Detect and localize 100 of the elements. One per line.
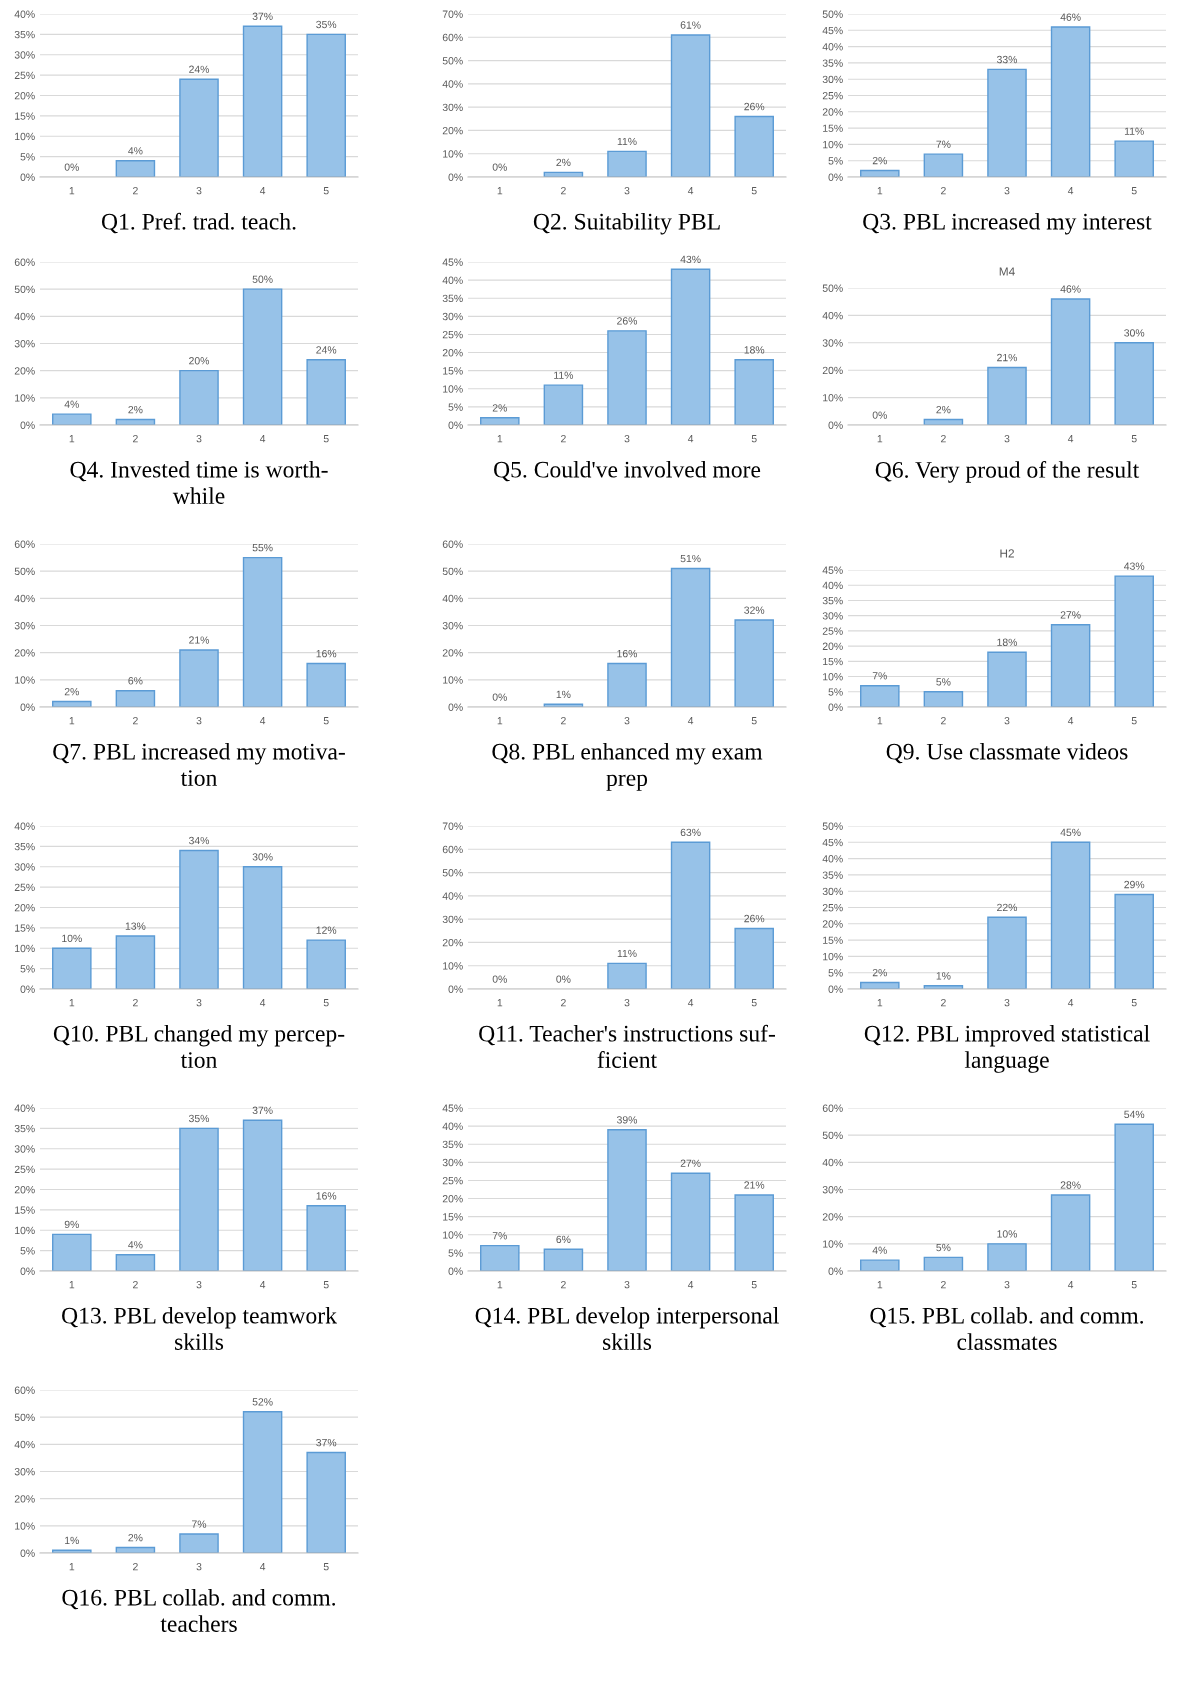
x-tick-label: 5: [751, 435, 757, 443]
y-tick-label: 25%: [14, 71, 35, 79]
bar: [670, 268, 711, 425]
bar: [179, 369, 219, 425]
data-label: 1%: [556, 690, 571, 699]
data-label: 63%: [680, 828, 701, 837]
y-tick-label: 20%: [822, 642, 843, 650]
y-tick-label: 0%: [828, 173, 843, 181]
x-tick-label: 2: [941, 999, 946, 1007]
y-tick-label: 10%: [823, 952, 843, 961]
y-tick-label: 15%: [15, 112, 35, 120]
data-label: 33%: [996, 55, 1018, 64]
y-tick-label: 50%: [442, 869, 463, 877]
x-tick-label: 1: [497, 435, 503, 443]
data-label: 13%: [125, 922, 146, 930]
data-label: 21%: [744, 1181, 765, 1189]
y-tick-label: 35%: [442, 1140, 463, 1149]
bar: [923, 691, 964, 707]
y-tick-label: 0%: [448, 985, 463, 993]
data-label: 37%: [252, 12, 273, 20]
bar: [860, 684, 900, 707]
y-tick-label: 10%: [443, 385, 463, 393]
data-label: 55%: [252, 544, 273, 552]
bar: [923, 1256, 964, 1271]
y-tick-label: 0%: [448, 703, 463, 711]
x-tick-label: 4: [1067, 187, 1074, 195]
y-tick-label: 0%: [20, 173, 35, 181]
bar: [115, 935, 156, 989]
data-label: 2%: [872, 156, 887, 165]
y-tick-label: 30%: [14, 1145, 35, 1153]
bar: [179, 649, 219, 707]
text: Q7. PBL increased my motiva- tion: [53, 743, 345, 787]
text: Q10. PBL changed my percep- tion: [53, 1025, 345, 1069]
y-tick-label: 10%: [15, 132, 35, 141]
bar: [1050, 841, 1091, 989]
data-label: 61%: [680, 21, 701, 29]
data-label: 34%: [188, 836, 210, 845]
y-tick-label: 30%: [14, 51, 35, 59]
y-tick-label: 20%: [14, 904, 35, 912]
y-tick-label: 0%: [448, 1267, 463, 1275]
data-label: 46%: [1060, 13, 1081, 21]
bar: [306, 662, 346, 707]
chart-title: H2: [1000, 549, 1014, 558]
y-tick-label: 45%: [442, 1104, 463, 1112]
y-tick-label: 40%: [442, 276, 463, 284]
y-tick-label: 15%: [15, 924, 35, 932]
x-tick-label: 4: [259, 1281, 266, 1289]
x-tick-label: 5: [1131, 999, 1137, 1007]
data-label: 29%: [1124, 880, 1145, 889]
x-tick-label: 5: [1131, 1281, 1137, 1289]
data-label: 20%: [189, 357, 210, 365]
y-tick-label: 20%: [14, 367, 35, 375]
x-tick-label: 4: [259, 435, 266, 443]
bar: [607, 1129, 647, 1271]
y-tick-label: 20%: [14, 649, 35, 657]
y-tick-label: 20%: [442, 126, 463, 135]
y-tick-label: 60%: [14, 1386, 35, 1394]
bar: [242, 1119, 283, 1271]
x-tick-label: 1: [69, 187, 75, 195]
y-tick-label: 10%: [443, 1231, 463, 1239]
x-tick-label: 2: [133, 1281, 138, 1289]
text: Q8. PBL enhanced my exam prep: [492, 743, 763, 791]
data-label: 6%: [556, 1235, 571, 1244]
data-label: 10%: [997, 1230, 1018, 1238]
bar: [987, 916, 1027, 989]
data-label: 4%: [128, 1241, 143, 1249]
y-tick-label: 40%: [822, 581, 843, 590]
bar: [115, 160, 156, 177]
bar: [52, 947, 92, 989]
y-tick-label: 10%: [15, 676, 35, 684]
text: Q2. Suitability PBL: [533, 213, 720, 235]
y-tick-label: 15%: [823, 657, 843, 666]
y-tick-label: 70%: [442, 822, 463, 830]
bar: [607, 330, 647, 425]
x-tick-label: 4: [687, 187, 694, 195]
y-tick-label: 10%: [15, 1522, 35, 1530]
y-tick-label: 60%: [442, 845, 463, 854]
x-tick-label: 5: [751, 999, 757, 1007]
bar: [734, 1194, 774, 1271]
data-label: 22%: [997, 903, 1018, 912]
y-tick-label: 30%: [822, 887, 843, 896]
text: Q9. Use classmate videos: [886, 743, 1128, 764]
y-tick-label: 30%: [14, 622, 35, 630]
text: Q15. PBL collab. and comm. classmates: [870, 1307, 1144, 1350]
x-tick-label: 3: [196, 187, 202, 195]
y-tick-label: 30%: [14, 340, 35, 348]
x-tick-label: 4: [1067, 1281, 1074, 1289]
y-tick-label: 50%: [822, 1131, 843, 1140]
y-tick-label: 30%: [822, 75, 843, 84]
y-tick-label: 40%: [14, 1104, 35, 1112]
x-tick-label: 2: [941, 717, 946, 725]
text: Q3. PBL increased my interest: [863, 213, 1152, 235]
data-label: 27%: [680, 1159, 701, 1167]
y-tick-label: 35%: [822, 59, 843, 67]
x-tick-label: 1: [877, 1281, 883, 1289]
x-tick-label: 1: [497, 1281, 503, 1289]
y-tick-label: 35%: [822, 596, 843, 605]
x-tick-label: 3: [624, 999, 630, 1007]
x-tick-label: 3: [196, 999, 202, 1007]
bar: [179, 1127, 219, 1271]
